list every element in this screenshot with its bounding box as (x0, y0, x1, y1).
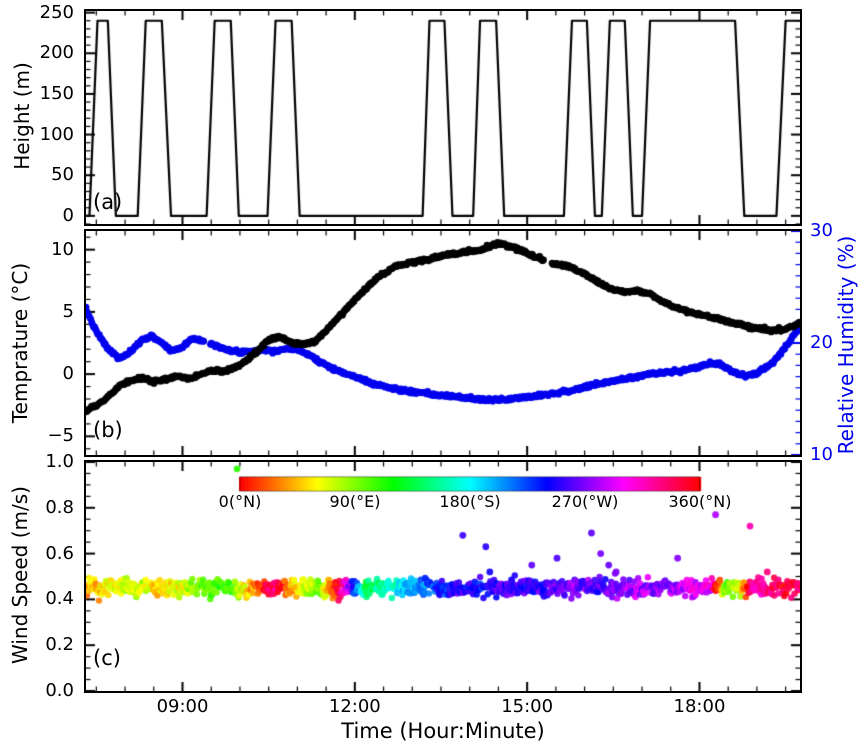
panel-b-y-axis-title: Temprature (°C) (8, 262, 32, 424)
panel-a-y-axis-title: Height (m) (10, 62, 34, 170)
tick-label: 18:00 (673, 696, 726, 717)
panel-a-letter: (a) (93, 190, 123, 214)
tick-label: 250 (39, 1, 74, 23)
panel-c-letter: (c) (93, 646, 121, 670)
tick-label: 15:00 (501, 696, 554, 717)
tick-label: 1.0 (45, 451, 74, 472)
height-plot-canvas (85, 10, 800, 224)
right-y-axis-title-relative-humidity: Relative Humidity (%) (834, 235, 858, 455)
tick-label: 0 (62, 204, 74, 226)
panel-b-temp-rh-chart (83, 228, 802, 457)
colorbar-label-360n: 360(°N) (668, 492, 732, 511)
panel-a-height-chart (83, 8, 802, 226)
wind-plot-canvas (85, 461, 800, 691)
colorbar-label-270w: 270(°W) (551, 492, 619, 511)
tick-label: 0.0 (45, 680, 74, 701)
colorbar-label-180s: 180(°S) (439, 492, 501, 511)
colorbar-label-90e: 90(°E) (329, 492, 381, 511)
tick-label: 10 (51, 238, 74, 260)
tick-label: 200 (39, 42, 74, 64)
colorbar-label-0n: 0(°N) (218, 492, 262, 511)
temp-rh-plot-canvas (85, 230, 800, 455)
tick-label: 09:00 (156, 696, 209, 717)
tick-label: 12:00 (328, 696, 381, 717)
tick-label: −5 (47, 425, 74, 447)
panel-c-wind-chart (83, 459, 802, 693)
x-axis-title: Time (Hour:Minute) (341, 719, 545, 743)
panel-b-letter: (b) (93, 418, 123, 442)
panel-c-y-axis-title: Wind Speed (m/s) (8, 486, 32, 664)
